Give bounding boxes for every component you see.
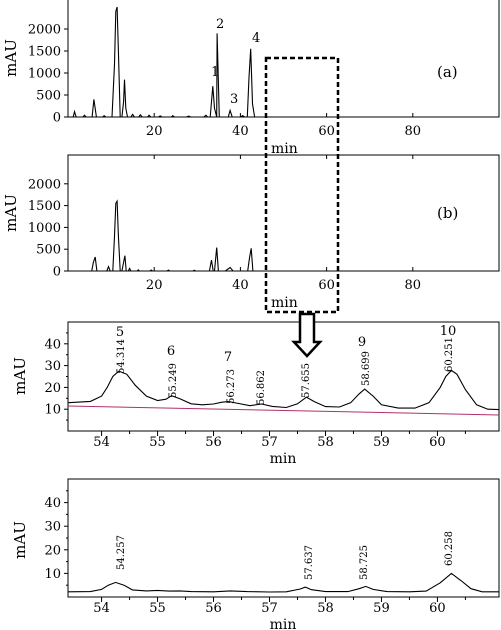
panel-a-trace <box>70 6 499 118</box>
ytick-label-0: 0 <box>53 111 61 126</box>
xtick-label-3: 80 <box>405 124 422 139</box>
ytick-label-4: 2000 <box>28 177 61 192</box>
xtick-label-4: 58 <box>317 601 334 616</box>
panel-a-ylabel: mAU <box>2 39 20 77</box>
zoom-arrow <box>291 312 323 358</box>
ytick-label-2: 30 <box>44 359 61 374</box>
panel-a-yticks: 0 500 1000 1500 2000 <box>28 23 68 126</box>
xtick-label-5: 59 <box>373 601 390 616</box>
xtick-label-2: 60 <box>318 278 335 293</box>
ytick-label-1: 500 <box>36 243 61 258</box>
panel-c-axes <box>67 321 500 432</box>
xtick-label-3: 80 <box>405 278 422 293</box>
xtick-label-6: 60 <box>429 601 446 616</box>
panel-d-xticks: 54 55 56 57 58 59 60 <box>93 597 466 616</box>
ytick-label-1: 20 <box>44 543 61 558</box>
peak-label-1: 1 <box>211 65 219 80</box>
xtick-label-3: 57 <box>261 435 278 450</box>
peak-number-6: 6 <box>167 344 175 359</box>
panel-d-yticks: 10 20 30 40 <box>44 490 68 586</box>
retention-label-60-258: 60.258 <box>444 531 455 566</box>
ytick-label-4: 2000 <box>28 23 61 38</box>
peak-label-4: 4 <box>252 31 260 46</box>
panel-a-xticks: 20 40 60 80 <box>146 113 421 139</box>
peak-number-9: 9 <box>358 335 366 350</box>
xtick-label-1: 40 <box>232 124 249 139</box>
ytick-label-3: 1500 <box>28 199 61 214</box>
xtick-label-6: 60 <box>429 435 446 450</box>
xtick-label-1: 40 <box>232 278 249 293</box>
panel-c-baseline <box>67 405 500 416</box>
panel-b-axes <box>67 154 500 272</box>
retention-label-55-249: 55.249 <box>168 363 179 398</box>
zoom-region-box <box>264 56 340 314</box>
retention-label-56-862: 56.862 <box>256 370 267 405</box>
ytick-label-0: 0 <box>53 265 61 280</box>
panel-b-ylabel: mAU <box>2 194 20 232</box>
peak-number-10: 10 <box>440 324 457 339</box>
xtick-label-2: 60 <box>318 124 335 139</box>
peak-number-5: 5 <box>116 325 124 340</box>
ytick-label-3: 40 <box>44 496 61 511</box>
peak-label-3: 3 <box>230 92 238 107</box>
ytick-label-2: 1000 <box>28 221 61 236</box>
ytick-label-3: 40 <box>44 337 61 352</box>
panel-b-label: (b) <box>437 204 458 222</box>
panel-a-label: (a) <box>437 63 458 81</box>
panel-a-xlabel: min <box>271 141 298 157</box>
xtick-label-0: 20 <box>146 278 163 293</box>
panel-b-trace <box>70 199 499 272</box>
xtick-label-4: 58 <box>317 435 334 450</box>
panel-d-zoomed-chromatogram: 10 20 30 40 54 55 56 57 58 59 60 mAU 54.257 57.63… <box>11 478 500 616</box>
panel-c-xticks: 54 55 56 57 58 59 60 <box>93 431 466 450</box>
panel-d-axes <box>67 478 500 598</box>
ytick-label-1: 20 <box>44 381 61 396</box>
xtick-label-1: 55 <box>149 435 166 450</box>
panel-b-xlabel: min <box>271 295 298 311</box>
xtick-label-2: 56 <box>205 601 222 616</box>
xtick-label-0: 54 <box>93 601 110 616</box>
ytick-label-3: 1500 <box>28 45 61 60</box>
ytick-label-0: 10 <box>44 403 61 418</box>
panel-d-trace <box>67 572 499 593</box>
panel-d-xlabel: min <box>270 617 297 630</box>
xtick-label-0: 54 <box>93 435 110 450</box>
panel-b-chromatogram: 0 500 1000 1500 2000 20 40 60 80 mAU (b) <box>2 154 500 293</box>
ytick-label-2: 1000 <box>28 67 61 82</box>
xtick-label-3: 57 <box>261 601 278 616</box>
panel-b-xticks: 20 40 60 80 <box>146 155 421 293</box>
xtick-label-0: 20 <box>146 124 163 139</box>
peak-label-2: 2 <box>216 17 224 32</box>
panel-c-xlabel: min <box>270 451 297 467</box>
panel-d-ylabel: mAU <box>11 521 29 559</box>
retention-label-58-725: 58.725 <box>359 545 370 580</box>
ytick-label-0: 10 <box>44 567 61 582</box>
panel-c-ylabel: mAU <box>11 357 29 395</box>
retention-label-56-273: 56.273 <box>226 369 237 404</box>
retention-label-54-257: 54.257 <box>116 535 127 570</box>
retention-label-60-251: 60.251 <box>444 337 455 372</box>
ytick-label-1: 500 <box>36 89 61 104</box>
retention-label-57-655: 57.655 <box>301 363 312 398</box>
peak-number-7: 7 <box>224 350 232 365</box>
retention-label-57-637: 57.637 <box>304 545 315 580</box>
ytick-label-2: 30 <box>44 520 61 535</box>
retention-label-58-699: 58.699 <box>361 351 372 386</box>
retention-label-54-314: 54.314 <box>116 339 127 374</box>
xtick-label-1: 55 <box>149 601 166 616</box>
panel-c-yticks: 10 20 30 40 <box>44 332 68 421</box>
panel-b-yticks: 0 500 1000 1500 2000 <box>28 177 68 280</box>
xtick-label-2: 56 <box>205 435 222 450</box>
xtick-label-5: 59 <box>373 435 390 450</box>
panel-c-trace <box>67 369 500 411</box>
